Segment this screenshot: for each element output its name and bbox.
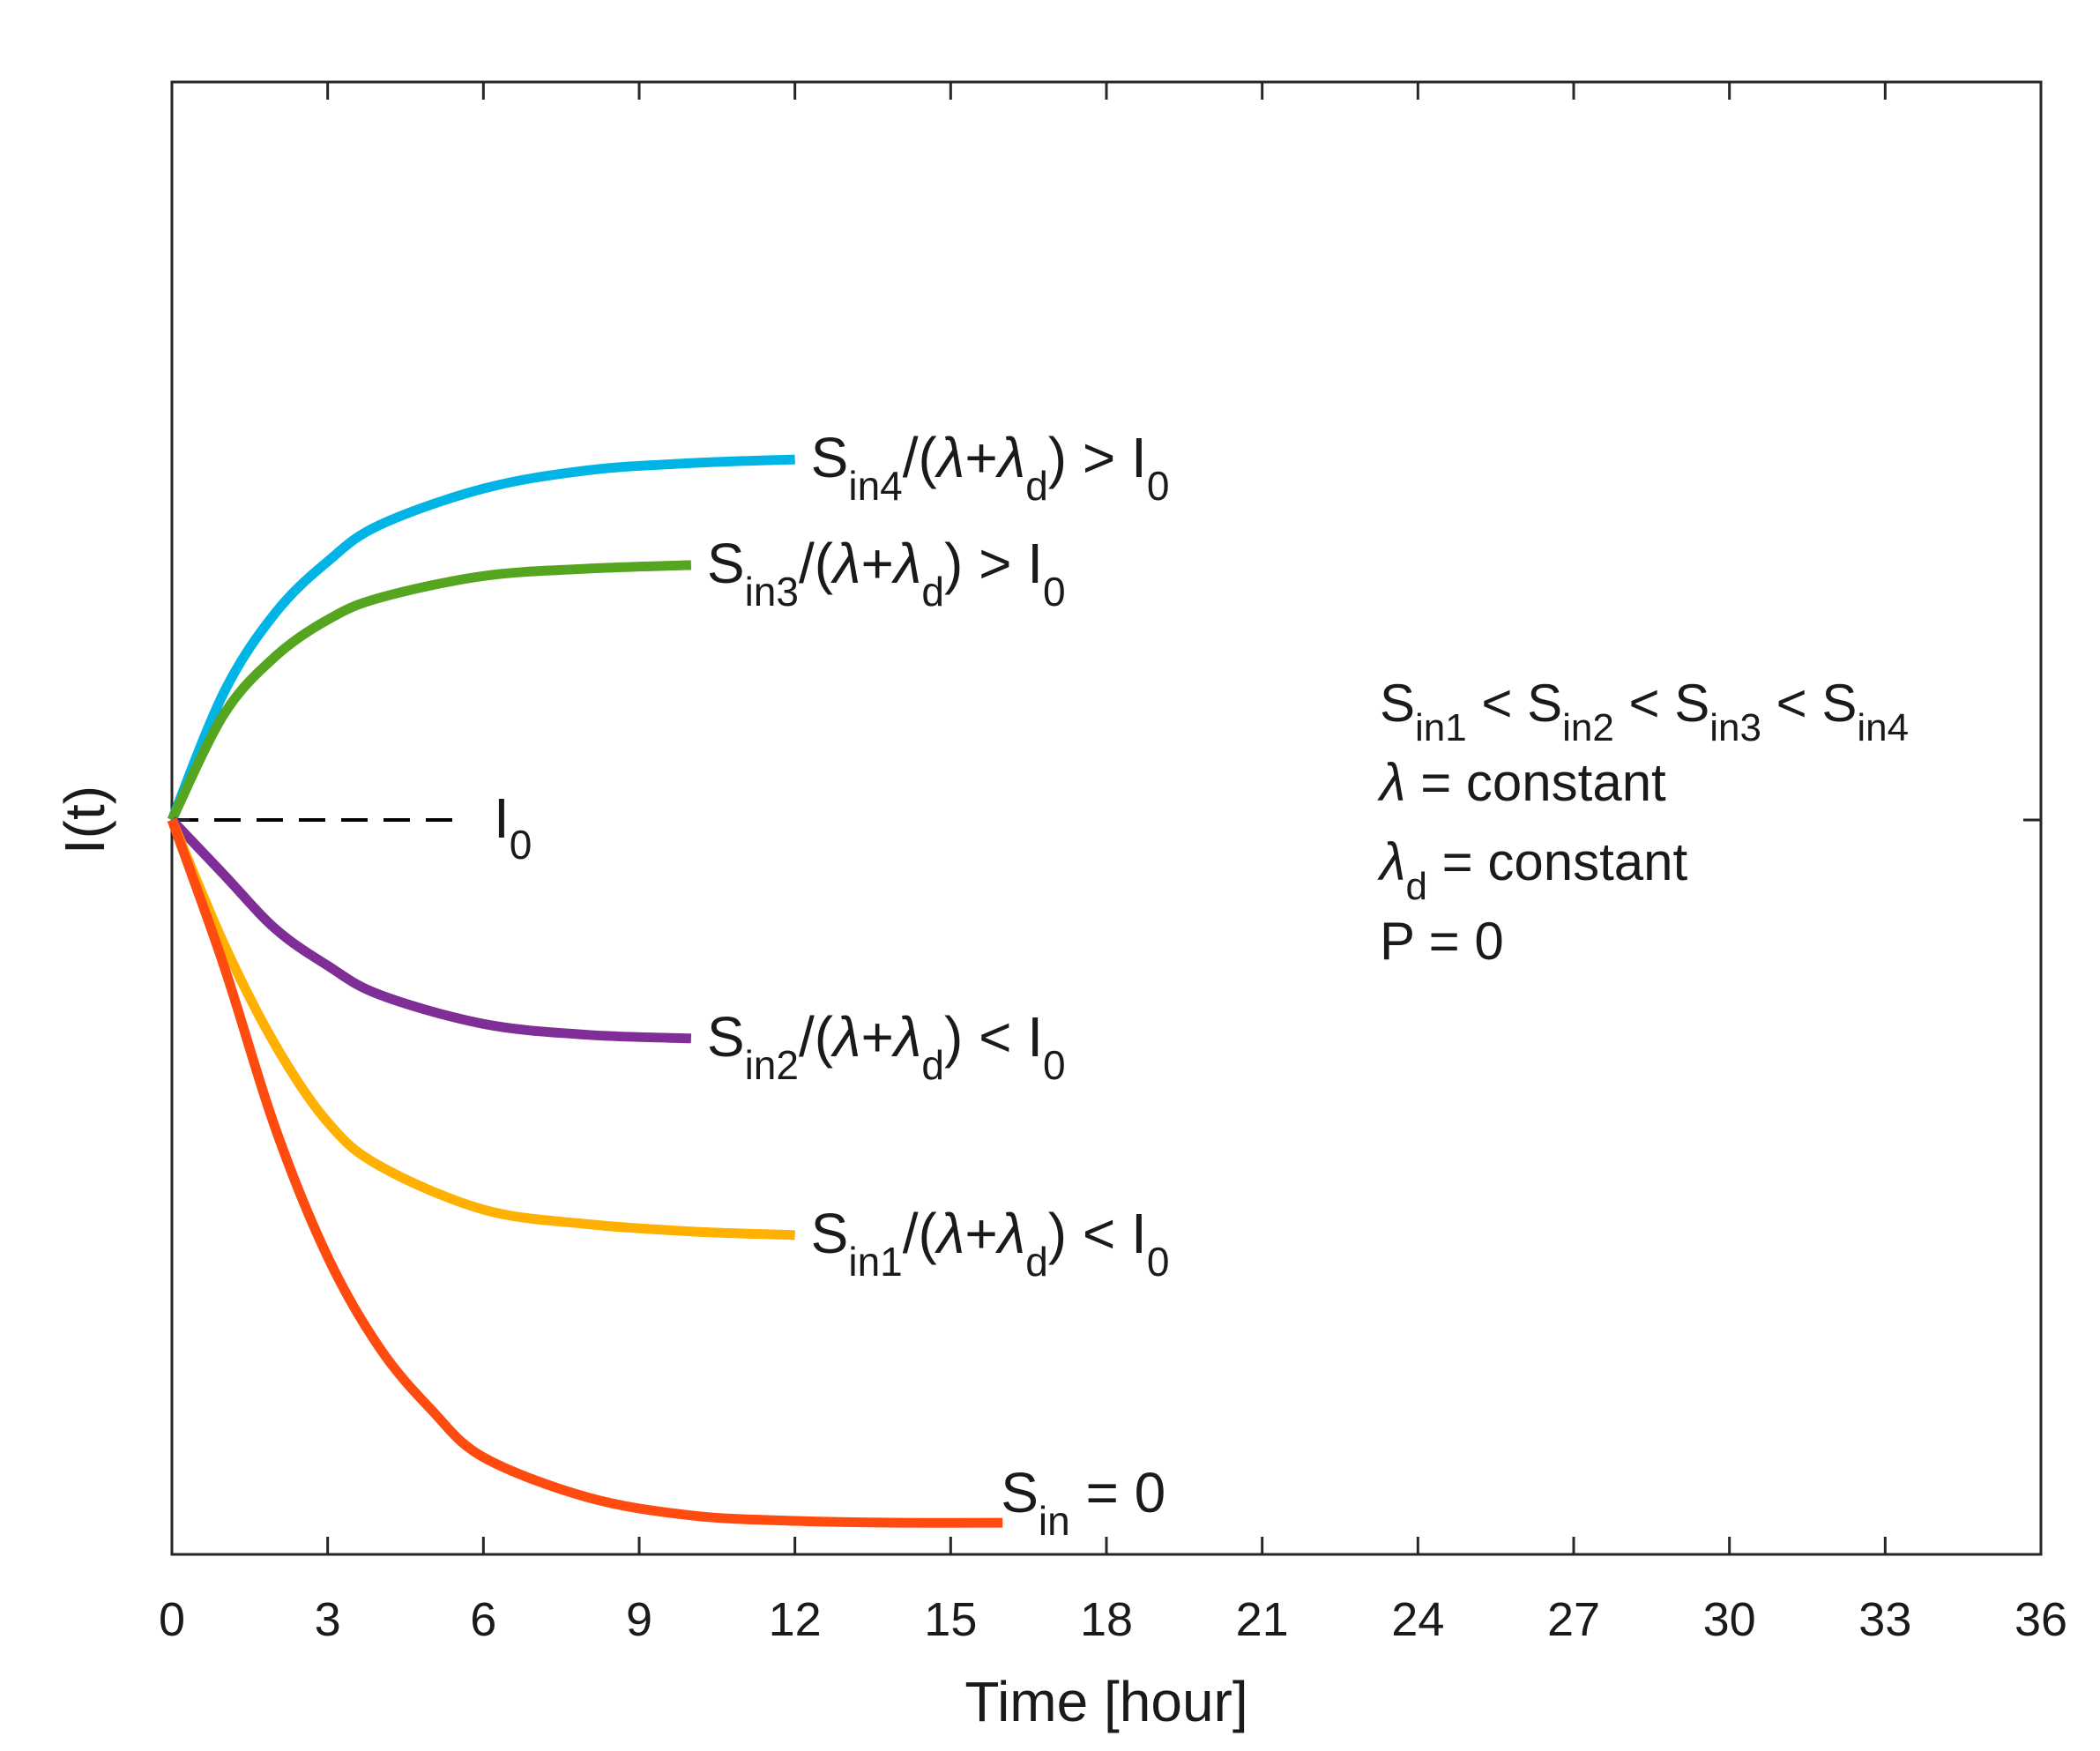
series-line-3 — [168, 816, 692, 1044]
plot-area — [170, 80, 2043, 1556]
series-label-3: Sin2/(λ+λd) < I0 — [707, 1005, 1066, 1088]
series-label-5: Sin = 0 — [1001, 1461, 1165, 1544]
x-ticks: 0 3 6 9 12 15 18 21 24 27 30 33 36 — [159, 82, 2067, 1646]
x-tick-label: 3 — [315, 1593, 341, 1646]
series-labels: Sin4/(λ+λd) > I0 Sin3/(λ+λd) > I0 Sin2/(λ+… — [707, 426, 1170, 1544]
x-tick-label: 6 — [470, 1593, 496, 1646]
x-tick-label: 27 — [1547, 1593, 1600, 1646]
series-group — [167, 454, 1003, 1528]
x-tick-label: 33 — [1858, 1593, 1911, 1646]
series-label-2: Sin3/(λ+λd) > I0 — [707, 532, 1066, 615]
reference-label: I0 — [494, 786, 532, 868]
info-line-4: P = 0 — [1380, 912, 1504, 971]
x-tick-label: 30 — [1703, 1593, 1756, 1646]
info-line-3: λd = constant — [1377, 832, 1688, 908]
x-tick-label: 24 — [1391, 1593, 1444, 1646]
info-line-2: λ = constant — [1377, 753, 1666, 812]
info-line-1: Sin1 < Sin2 < Sin3 < Sin4 — [1380, 674, 1909, 749]
series-line-4 — [167, 817, 795, 1241]
x-tick-label: 0 — [159, 1593, 185, 1646]
x-tick-label: 21 — [1236, 1593, 1289, 1646]
series-label-4: Sin1/(λ+λd) < I0 — [811, 1202, 1170, 1285]
x-tick-label: 36 — [2014, 1593, 2067, 1646]
series-line-5 — [167, 818, 1003, 1528]
info-annotation: Sin1 < Sin2 < Sin3 < Sin4 λ = constant λ… — [1377, 674, 1909, 971]
x-tick-label: 12 — [769, 1593, 822, 1646]
series-label-1: Sin4/(λ+λd) > I0 — [811, 426, 1170, 509]
x-axis-title: Time [hour] — [964, 1670, 1247, 1733]
x-tick-label: 9 — [626, 1593, 652, 1646]
x-tick-label: 18 — [1080, 1593, 1133, 1646]
series-line-2 — [168, 560, 692, 823]
x-tick-label: 15 — [924, 1593, 977, 1646]
y-axis-title: I(t) — [53, 786, 116, 854]
series-line-1 — [167, 454, 795, 823]
